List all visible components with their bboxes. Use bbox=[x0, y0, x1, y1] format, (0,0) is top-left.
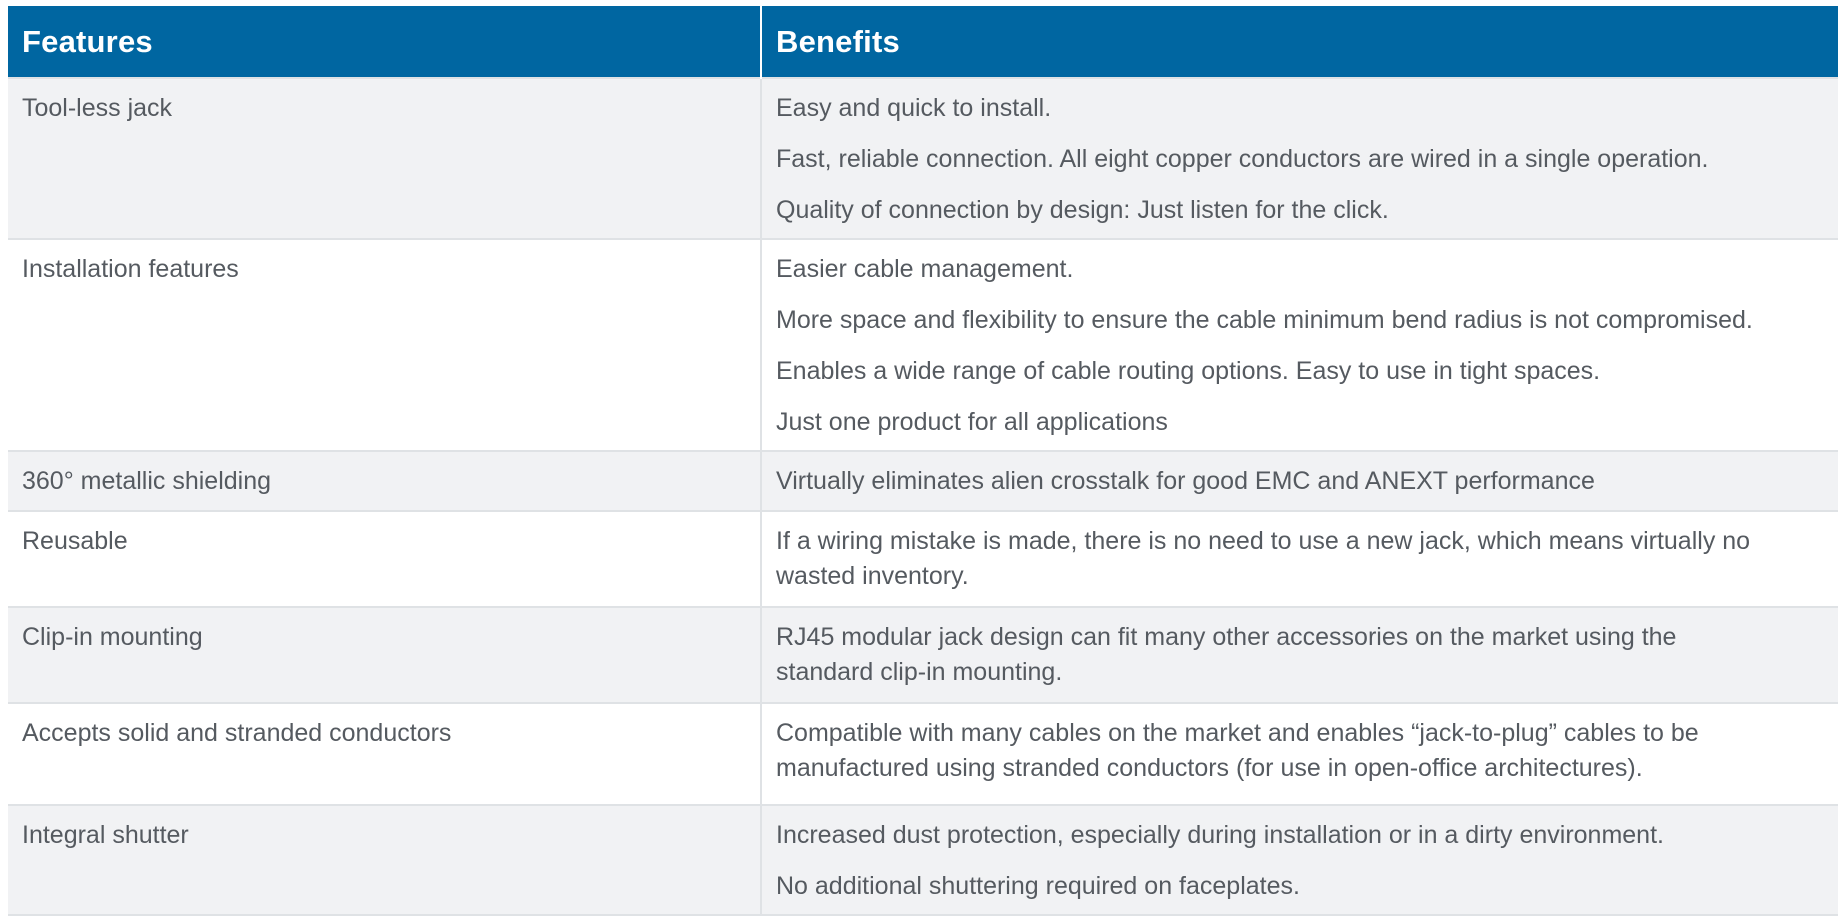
benefits-cell: If a wiring mistake is made, there is no… bbox=[760, 510, 1838, 607]
feature-cell: Integral shutter bbox=[8, 804, 761, 916]
feature-cell: Tool-less jack bbox=[8, 77, 761, 239]
features-benefits-table: Features Benefits Tool-less jack Easy an… bbox=[8, 6, 1838, 916]
benefit-text: Quality of connection by design: Just li… bbox=[776, 196, 1389, 224]
feature-cell: Reusable bbox=[8, 510, 761, 607]
benefits-cell: Easy and quick to install. Fast, reliabl… bbox=[760, 77, 1838, 239]
feature-cell: 360° metallic shielding bbox=[8, 450, 761, 511]
table-row: Clip-in mounting RJ45 modular jack desig… bbox=[8, 606, 1838, 703]
benefits-cell: Easier cable management. More space and … bbox=[760, 238, 1838, 451]
benefit-text: Easy and quick to install. bbox=[776, 94, 1052, 122]
benefit-text: No additional shuttering required on fac… bbox=[776, 872, 1300, 900]
benefit-text: Fast, reliable connection. All eight cop… bbox=[776, 145, 1709, 173]
table-row: Integral shutter Increased dust protecti… bbox=[8, 804, 1838, 916]
table-header: Features Benefits bbox=[8, 6, 1838, 78]
feature-cell: Clip-in mounting bbox=[8, 606, 761, 703]
benefit-text: Increased dust protection, especially du… bbox=[776, 821, 1664, 849]
benefit-text: Easier cable management. bbox=[776, 255, 1074, 283]
benefit-text: Virtually eliminates alien crosstalk for… bbox=[776, 467, 1595, 495]
table-row: Installation features Easier cable manag… bbox=[8, 238, 1838, 451]
table-body: Tool-less jack Easy and quick to install… bbox=[8, 77, 1838, 916]
benefits-column-header: Benefits bbox=[760, 6, 1838, 78]
benefits-cell: Virtually eliminates alien crosstalk for… bbox=[760, 450, 1838, 511]
benefits-cell: Increased dust protection, especially du… bbox=[760, 804, 1838, 916]
benefit-text: RJ45 modular jack design can fit many ot… bbox=[776, 623, 1677, 686]
benefits-cell: Compatible with many cables on the marke… bbox=[760, 702, 1838, 805]
benefit-text: Compatible with many cables on the marke… bbox=[776, 719, 1699, 782]
table-row: Reusable If a wiring mistake is made, th… bbox=[8, 510, 1838, 607]
feature-cell: Installation features bbox=[8, 238, 761, 451]
table-row: Accepts solid and stranded conductors Co… bbox=[8, 702, 1838, 805]
benefit-text: More space and flexibility to ensure the… bbox=[776, 306, 1753, 334]
feature-cell: Accepts solid and stranded conductors bbox=[8, 702, 761, 805]
benefit-text: Just one product for all applications bbox=[776, 408, 1168, 436]
table-row: 360° metallic shielding Virtually elimin… bbox=[8, 450, 1838, 511]
benefit-text: If a wiring mistake is made, there is no… bbox=[776, 527, 1751, 590]
header-row: Features Benefits bbox=[8, 6, 1838, 78]
benefit-text: Enables a wide range of cable routing op… bbox=[776, 357, 1601, 385]
features-column-header: Features bbox=[8, 6, 761, 78]
table-row: Tool-less jack Easy and quick to install… bbox=[8, 77, 1838, 239]
benefits-cell: RJ45 modular jack design can fit many ot… bbox=[760, 606, 1838, 703]
